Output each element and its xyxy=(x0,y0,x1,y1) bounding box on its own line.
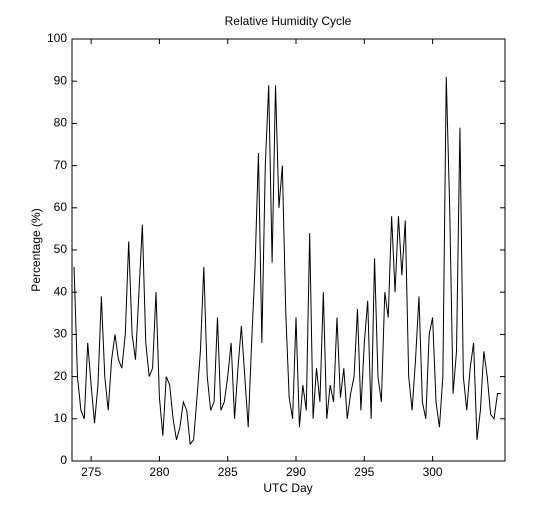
x-tick-label: 285 xyxy=(218,465,238,479)
y-tick-label: 10 xyxy=(54,411,68,425)
y-tick-label: 20 xyxy=(54,369,68,383)
x-tick-label: 290 xyxy=(286,465,306,479)
y-axis-label: Percentage (%) xyxy=(29,208,43,291)
data-line xyxy=(73,76,501,446)
plot-frame xyxy=(71,38,506,462)
x-tick-label: 300 xyxy=(423,465,443,479)
x-axis-label: UTC Day xyxy=(263,481,312,495)
y-tick-label: 90 xyxy=(54,73,68,87)
y-tick-label: 100 xyxy=(47,31,67,45)
y-tick-label: 70 xyxy=(54,158,68,172)
x-tick-label: 280 xyxy=(149,465,169,479)
x-tick-label: 275 xyxy=(81,465,101,479)
chart-title: Relative Humidity Cycle xyxy=(225,14,352,28)
y-tick-label: 50 xyxy=(54,242,68,256)
y-tick-label: 60 xyxy=(54,200,68,214)
x-tick-label: 295 xyxy=(354,465,374,479)
y-tick-label: 0 xyxy=(60,453,67,467)
y-tick-label: 40 xyxy=(54,284,68,298)
y-tick-label: 30 xyxy=(54,327,68,341)
y-tick-label: 80 xyxy=(54,116,68,130)
